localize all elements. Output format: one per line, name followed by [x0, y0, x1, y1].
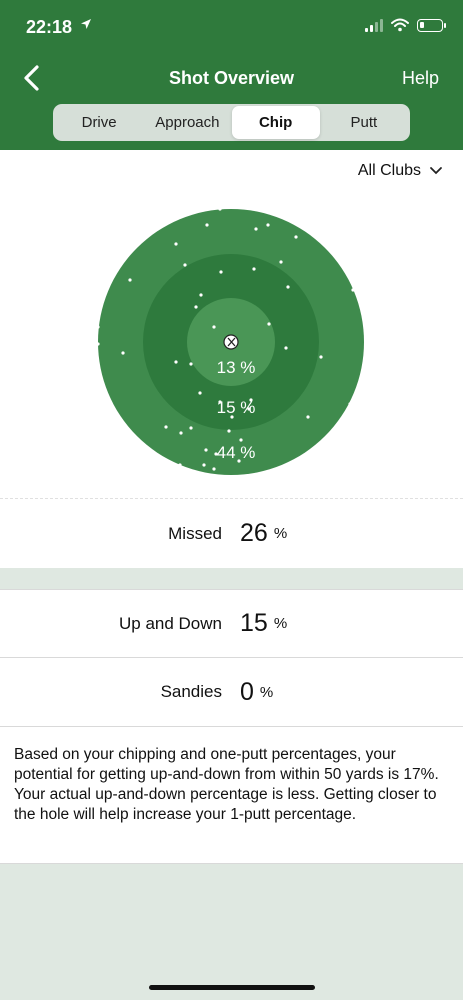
divider	[0, 657, 463, 658]
tab-approach[interactable]: Approach	[155, 114, 220, 131]
wifi-icon	[391, 18, 409, 32]
up-and-down-value: 15	[240, 609, 268, 637]
chipping-insight-text: Based on your chipping and one-putt perc…	[0, 727, 463, 863]
outer-ring-percent: 44 %	[217, 443, 256, 462]
up-and-down-label: Up and Down	[118, 613, 222, 633]
up-and-down-row: Up and Down 15 %	[0, 590, 463, 657]
sandies-row: Sandies 0 %	[0, 658, 463, 726]
divider	[0, 726, 463, 727]
divider	[0, 498, 463, 499]
missed-value: 26	[240, 519, 268, 547]
flag-pin-icon	[223, 334, 239, 350]
battery-icon	[417, 18, 446, 32]
chart-panel: All Clubs 1	[0, 150, 463, 500]
status-indicators	[365, 18, 446, 32]
home-indicator	[149, 985, 315, 990]
missed-row: Missed 26 %	[0, 499, 463, 568]
divider	[0, 589, 463, 590]
help-button[interactable]: Help	[401, 68, 439, 88]
up-and-down-unit: %	[273, 615, 288, 632]
missed-unit: %	[273, 525, 288, 542]
header-bar: 22:18 Shot Overview Help Drive Approach …	[0, 0, 463, 150]
tab-putt[interactable]: Putt	[350, 114, 378, 131]
shot-dots	[96, 207, 355, 471]
shot-dispersion-target: 13 % 15 % 44 %	[96, 207, 364, 475]
location-arrow-icon	[81, 19, 91, 29]
tab-chip[interactable]: Chip	[231, 106, 320, 139]
shot-type-tabs: Drive Approach Chip Putt	[53, 104, 410, 141]
club-filter-dropdown[interactable]: All Clubs	[358, 162, 443, 180]
sandies-value: 0	[240, 677, 254, 706]
missed-label: Missed	[168, 523, 222, 543]
inner-ring-percent: 13 %	[217, 358, 256, 377]
middle-ring-percent: 15 %	[217, 398, 256, 417]
divider	[0, 863, 463, 864]
sandies-unit: %	[259, 683, 274, 701]
club-filter-label: All Clubs	[357, 162, 421, 179]
page-title: Shot Overview	[168, 68, 295, 88]
chevron-down-icon	[430, 167, 442, 175]
tab-drive[interactable]: Drive	[81, 114, 117, 131]
status-time: 22:18	[26, 17, 73, 37]
cellular-signal-icon	[365, 18, 383, 32]
sandies-label: Sandies	[160, 682, 222, 701]
back-chevron-icon[interactable]	[18, 62, 46, 94]
